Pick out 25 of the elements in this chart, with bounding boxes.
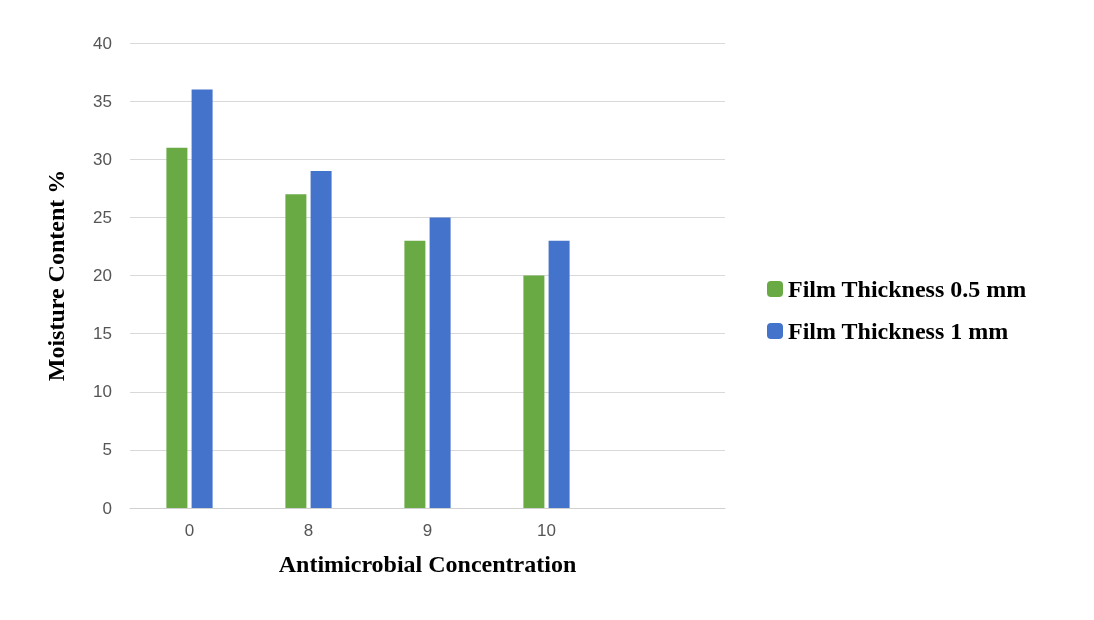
y-tick-label: 10 [93, 382, 112, 402]
x-tick-label: 8 [303, 521, 314, 540]
bar [310, 170, 332, 508]
bar [523, 275, 545, 508]
bar [285, 194, 307, 508]
legend-label: Film Thickness 1 mm [788, 318, 1009, 344]
x-tick-label: 10 [537, 521, 556, 540]
bar [404, 240, 426, 508]
y-tick-label: 30 [93, 149, 112, 169]
bar [429, 217, 451, 508]
bar [191, 89, 213, 508]
y-axis-title: Moisture Content % [43, 169, 69, 382]
y-tick-label: 20 [93, 266, 112, 285]
y-tick-label: 40 [93, 33, 112, 53]
x-axis-title: Antimicrobial Concentration [278, 551, 577, 577]
y-tick-label: 15 [93, 324, 112, 344]
x-tick-label: 9 [422, 521, 433, 540]
y-tick-label: 5 [102, 440, 112, 460]
bar [166, 147, 188, 508]
y-tick-label: 35 [93, 91, 112, 111]
x-tick-label: 0 [184, 521, 195, 540]
y-tick-label: 25 [93, 207, 112, 227]
y-tick-label: 0 [102, 498, 112, 518]
bar [548, 240, 570, 508]
legend-label: Film Thickness 0.5 mm [788, 276, 1027, 302]
